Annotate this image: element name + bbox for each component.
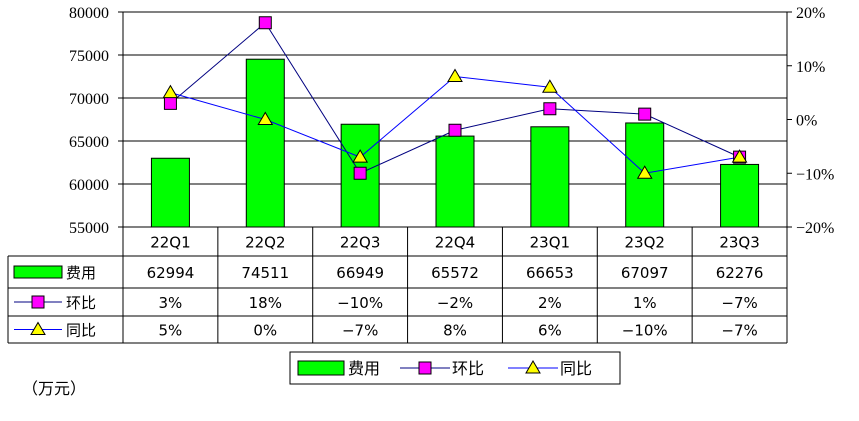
cell-费用-22Q1: 62994 — [147, 264, 195, 282]
yoy-point-23Q2 — [636, 165, 653, 179]
cell-同比-22Q1: 5% — [159, 322, 183, 340]
qoq-point-22Q1 — [163, 96, 177, 110]
left-tick-label: 75000 — [69, 48, 109, 65]
data-table: 22Q1 22Q2 22Q3 22Q4 23Q1 23Q2 23Q3 62994 74511 66… — [7, 226, 787, 344]
cell-环比-22Q2: 18% — [249, 294, 282, 312]
category-label: 22Q2 — [245, 234, 285, 252]
yoy-point-22Q4 — [447, 68, 463, 82]
yoy-point-23Q3 — [731, 149, 748, 163]
right-tick-label: −20% — [796, 220, 834, 237]
category-label: 23Q1 — [530, 234, 570, 252]
unit-note: （万元） — [22, 379, 87, 398]
legend-key-bar — [297, 360, 345, 376]
cell-同比-23Q2: −10% — [622, 322, 668, 340]
bar-22Q1 — [150, 157, 190, 228]
qoq-point-23Q2 — [638, 107, 652, 121]
right-tick-label: 10% — [796, 59, 825, 76]
right-tick-label: 20% — [796, 5, 825, 22]
legend-box — [289, 351, 621, 385]
cell-环比-23Q2: 1% — [633, 294, 657, 312]
row-key-square — [31, 295, 45, 309]
left-tick-label: 55000 — [69, 220, 109, 237]
qoq-point-23Q1 — [543, 102, 557, 116]
category-label: 23Q2 — [624, 234, 664, 252]
row-key-bar — [13, 265, 63, 279]
cell-环比-23Q1: 2% — [538, 294, 562, 312]
cell-同比-23Q3: −7% — [721, 322, 757, 340]
cell-费用-23Q1: 66653 — [526, 264, 574, 282]
cell-环比-22Q4: −2% — [437, 294, 473, 312]
right-tick-label: 0% — [796, 113, 817, 130]
left-tick-label: 80000 — [69, 5, 109, 22]
cell-环比-23Q3: −7% — [721, 294, 757, 312]
bar-23Q3 — [720, 163, 760, 228]
left-tick-label: 65000 — [69, 134, 109, 151]
cell-同比-22Q2: 0% — [253, 322, 277, 340]
qoq-point-22Q4 — [448, 123, 462, 137]
y-axis-right: 20% 10% 0% −10% −20% — [787, 5, 834, 237]
legend: 费用 环比 同比 — [289, 351, 621, 385]
cell-费用-22Q2: 74511 — [241, 264, 289, 282]
yoy-point-22Q3 — [352, 149, 369, 163]
bar-series — [150, 58, 760, 228]
legend-key-square — [418, 361, 432, 375]
row-header: 同比 — [66, 322, 96, 340]
cell-同比-22Q3: −7% — [342, 322, 378, 340]
legend-key-triangle — [525, 360, 541, 374]
category-label: 22Q1 — [150, 234, 190, 252]
row-key-triangle — [30, 321, 46, 335]
cell-费用-22Q3: 66949 — [336, 264, 384, 282]
left-tick-label: 60000 — [69, 177, 109, 194]
cell-环比-22Q3: −10% — [337, 294, 383, 312]
cell-同比-23Q1: 6% — [538, 322, 562, 340]
row-header: 费用 — [66, 264, 96, 282]
qoq-point-22Q2 — [258, 16, 272, 30]
legend-label: 环比 — [452, 359, 484, 378]
row-header: 环比 — [66, 294, 96, 312]
legend-label: 费用 — [348, 359, 380, 378]
cell-费用-23Q3: 62276 — [716, 264, 764, 282]
bar-22Q4 — [435, 135, 475, 228]
cell-费用-23Q2: 67097 — [621, 264, 669, 282]
legend-label: 同比 — [560, 359, 592, 378]
qoq-point-22Q3 — [353, 166, 367, 180]
category-label: 22Q4 — [435, 234, 475, 252]
y-axis-left: 80000 75000 70000 65000 60000 55000 — [69, 5, 123, 237]
category-label: 23Q3 — [719, 234, 759, 252]
category-label: 22Q3 — [340, 234, 380, 252]
right-tick-label: −10% — [796, 166, 834, 183]
yoy-point-22Q1 — [162, 84, 179, 99]
line-series — [162, 16, 748, 180]
gridlines — [123, 11, 787, 185]
cell-费用-22Q4: 65572 — [431, 264, 479, 282]
cell-同比-22Q4: 8% — [443, 322, 467, 340]
cell-环比-22Q1: 3% — [159, 294, 183, 312]
bar-23Q1 — [530, 126, 570, 228]
left-tick-label: 70000 — [69, 91, 109, 108]
yoy-point-23Q1 — [541, 79, 558, 93]
yoy-point-22Q2 — [257, 111, 274, 125]
bar-22Q2 — [245, 58, 285, 228]
